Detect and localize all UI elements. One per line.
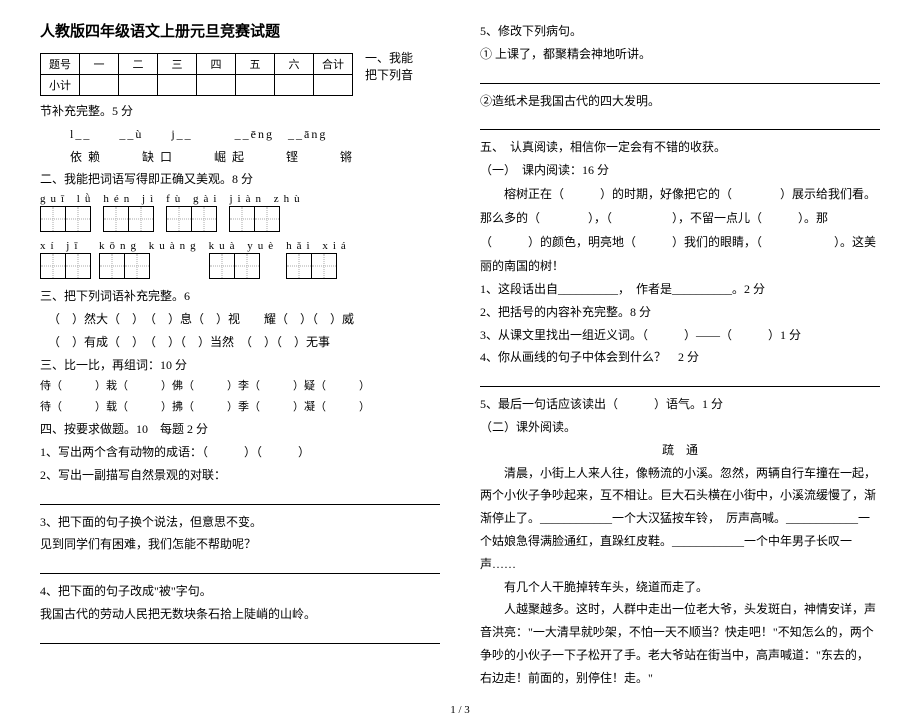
section-1-lead-a: 一、我能: [365, 49, 413, 66]
char-grid: guī lǜ: [40, 193, 95, 232]
story-p1: 清晨，小街上人来人往，像畅流的小溪。忽然，两辆自行车撞在一起，两个小伙子争吵起来…: [480, 462, 880, 576]
answer-line: [480, 372, 880, 387]
char-grid-row-1: guī lǜ hén jì fù gài jiàn zhù: [40, 191, 440, 238]
score-value-cell: [80, 75, 119, 96]
answer-line: [480, 69, 880, 84]
score-table: 题号一二三四五六合计 小计: [40, 53, 353, 96]
section-3a-line1: （ ）然大（ ） （ ）息（ ）视 耀（ ）（ ）威: [40, 308, 440, 331]
char-grid: xí jī: [40, 240, 91, 279]
char-cell: [166, 206, 192, 232]
char-grid: jiàn zhù: [229, 193, 304, 232]
char-grid: kōng kuàng: [99, 240, 201, 279]
section-3b-heading: 三、比一比，再组词：10 分: [40, 354, 440, 377]
section-5-2-heading: （二）课外阅读。: [480, 416, 880, 439]
section-1-pinyin: l__ __ù j__ __ēng __āng: [40, 123, 440, 146]
story-p3: 人越聚越多。这时，人群中走出一位老大爷，头发斑白，神情安详，声音洪亮："一大清早…: [480, 598, 880, 689]
char-grid: hén jì: [103, 193, 158, 232]
char-cell: [311, 253, 337, 279]
char-cell: [40, 206, 66, 232]
score-value-cell: [275, 75, 314, 96]
pinyin-label: guī lǜ: [40, 193, 95, 205]
score-header-cell: 三: [158, 54, 197, 75]
score-header-cell: 题号: [41, 54, 80, 75]
section-5-1-heading: （一） 课内阅读：16 分: [480, 159, 880, 182]
char-grid-row-2: xí jī kōng kuàng kuà yuè hǎi xiá: [40, 238, 440, 285]
section-5-passage: 榕树正在（ ）的时期，好像把它的（ ）展示给我们看。那么多的（ ），（ ），不留…: [480, 182, 880, 278]
section-4-q1: 1、写出两个含有动物的成语：（ ）（ ）: [40, 441, 440, 464]
char-cell: [124, 253, 150, 279]
answer-line: [40, 490, 440, 505]
section-3b-line1: 侍（ ）栽（ ）佛（ ）李（ ）疑（ ）: [40, 376, 440, 397]
pinyin-label: jiàn zhù: [229, 193, 304, 205]
char-cell: [229, 206, 255, 232]
char-cell: [209, 253, 235, 279]
section-4-q3b: 见到同学们有困难，我们怎能不帮助呢？: [40, 533, 440, 556]
section-4-q5-1: ① 上课了，都聚精会神地听讲。: [480, 43, 880, 66]
score-value-cell: [158, 75, 197, 96]
section-3a-heading: 三、把下列词语补充完整。6: [40, 285, 440, 308]
pinyin-label: hén jì: [103, 193, 158, 205]
answer-line: [480, 115, 880, 130]
score-header-cell: 合计: [314, 54, 353, 75]
section-4-heading: 四、按要求做题。10 每题 2 分: [40, 418, 440, 441]
score-header-cell: 六: [275, 54, 314, 75]
char-grid: fù gài: [166, 193, 221, 232]
section-2-heading: 二、我能把词语写得即正确又美观。8 分: [40, 168, 440, 191]
answer-line: [40, 559, 440, 574]
char-grid: hǎi xiá: [286, 240, 351, 279]
char-cell: [103, 206, 129, 232]
section-5-q1: 1、这段话出自__________， 作者是__________。2 分: [480, 278, 880, 301]
pinyin-label: kōng kuàng: [99, 240, 201, 252]
score-header-cell: 五: [236, 54, 275, 75]
section-1-tail: 节补充完整。5 分: [40, 100, 440, 123]
section-3a-line2: （ ）有成（ ） （ ）（ ）当然 （ ）（ ）无事: [40, 331, 440, 354]
section-1-chars: 依赖 缺口 崛起 铿 锵: [40, 146, 440, 169]
pinyin-label: xí jī: [40, 240, 91, 252]
section-5-q2: 2、把括号的内容补充完整。8 分: [480, 301, 880, 324]
score-value-cell: [314, 75, 353, 96]
char-grid: kuà yuè: [209, 240, 279, 279]
section-4-q4b: 我国古代的劳动人民把无数块条石拾上陡峭的山岭。: [40, 603, 440, 626]
section-5-q3: 3、从课文里找出一组近义词。（ ）——（ ）1 分: [480, 324, 880, 347]
page-number: 1 / 3: [0, 704, 920, 716]
char-cell: [65, 206, 91, 232]
score-value-cell: 小计: [41, 75, 80, 96]
char-cell: [99, 253, 125, 279]
section-5-q5: 5、最后一句话应该读出（ ）语气。1 分: [480, 393, 880, 416]
right-column: 5、修改下列病句。 ① 上课了，都聚精会神地听讲。 ②造纸术是我国古代的四大发明…: [480, 20, 880, 690]
section-4-q4a: 4、把下面的句子改成"被"字句。: [40, 580, 440, 603]
answer-line: [40, 629, 440, 644]
char-cell: [234, 253, 260, 279]
char-cell: [254, 206, 280, 232]
story-title: 疏 通: [480, 439, 880, 462]
score-value-cell: [236, 75, 275, 96]
char-cell: [128, 206, 154, 232]
score-value-cell: [197, 75, 236, 96]
exam-title: 人教版四年级语文上册元旦竞赛试题: [40, 20, 440, 41]
score-header-cell: 四: [197, 54, 236, 75]
char-cell: [65, 253, 91, 279]
score-header-cell: 二: [119, 54, 158, 75]
section-4-q2: 2、写出一副描写自然景观的对联：: [40, 464, 440, 487]
section-4-q5-2: ②造纸术是我国古代的四大发明。: [480, 90, 880, 113]
pinyin-label: hǎi xiá: [286, 240, 351, 252]
section-1-lead-b: 把下列音: [365, 66, 413, 83]
section-4-q5: 5、修改下列病句。: [480, 20, 880, 43]
score-value-cell: [119, 75, 158, 96]
pinyin-label: fù gài: [166, 193, 221, 205]
story-p2: 有几个人干脆掉转车头，绕道而走了。: [480, 576, 880, 599]
section-5-q4: 4、你从画线的句子中体会到什么？ 2 分: [480, 346, 880, 369]
char-cell: [286, 253, 312, 279]
score-header-cell: 一: [80, 54, 119, 75]
left-column: 人教版四年级语文上册元旦竞赛试题 题号一二三四五六合计 小计 一、我能 把下列音…: [40, 20, 440, 690]
section-3b-line2: 待（ ）载（ ）拂（ ）季（ ）凝（ ）: [40, 397, 440, 418]
section-5-heading: 五、 认真阅读，相信你一定会有不错的收获。: [480, 136, 880, 159]
char-cell: [40, 253, 66, 279]
pinyin-label: kuà yuè: [209, 240, 279, 252]
section-4-q3a: 3、把下面的句子换个说法，但意思不变。: [40, 511, 440, 534]
char-cell: [191, 206, 217, 232]
